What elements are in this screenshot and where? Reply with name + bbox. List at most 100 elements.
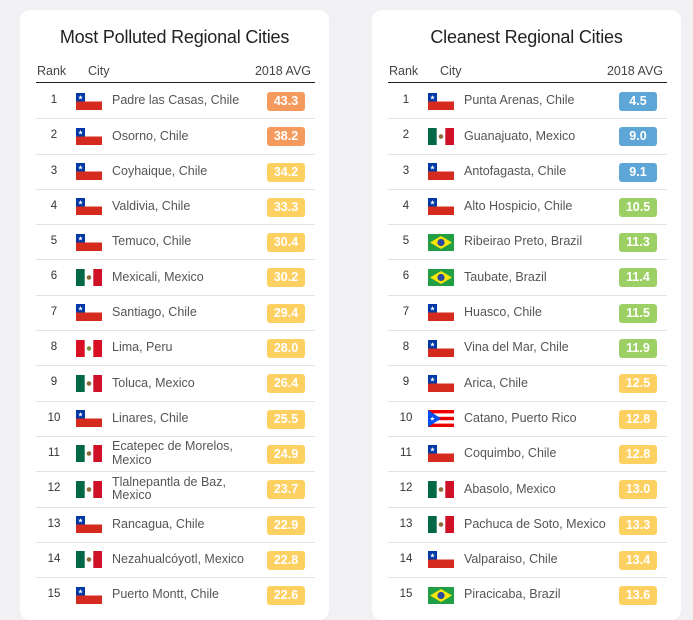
table-header: Rank City 2018 AVG: [36, 62, 315, 83]
chile-flag-icon: [76, 586, 102, 604]
table-row: 13 Rancagua, Chile 22.9: [36, 508, 315, 543]
city-cell: Santiago, Chile: [112, 305, 197, 320]
city-cell: Arica, Chile: [464, 375, 528, 390]
rank-cell: 11: [400, 446, 412, 459]
table-row: 10 Linares, Chile 25.5: [36, 402, 315, 437]
polluted-table-rows: 1 Padre las Casas, Chile 43.3 2 Osorno, Chil…: [36, 84, 315, 612]
chile-flag-icon: [76, 516, 102, 534]
mexico-flag-icon: [76, 445, 102, 463]
aqi-badge: 12.5: [619, 374, 657, 394]
chile-flag-icon: [76, 410, 102, 428]
table-row: 13 Pachuca de Soto, Mexico 13.3: [388, 508, 667, 543]
table-row: 6 Taubate, Brazil 11.4: [388, 260, 667, 296]
peru-flag-icon: [76, 339, 102, 357]
rank-cell: 10: [399, 411, 413, 424]
table-row: 1 Punta Arenas, Chile 4.5: [388, 84, 667, 120]
mexico-flag-icon: [428, 480, 454, 498]
card-title: Cleanest Regional Cities: [430, 27, 623, 47]
rank-cell: 15: [47, 588, 61, 601]
rank-cell: 8: [50, 341, 58, 354]
city-cell: Abasolo, Mexico: [464, 481, 556, 496]
city-cell: Alto Hospicio, Chile: [464, 199, 573, 214]
chile-flag-icon: [428, 304, 454, 322]
mexico-flag-icon: [76, 268, 102, 286]
chile-flag-icon: [76, 198, 102, 216]
city-cell: Guanajuato, Mexico: [464, 128, 576, 143]
aqi-badge: 29.4: [267, 303, 305, 323]
mexico-flag-icon: [428, 127, 454, 145]
puerto-rico-flag-icon: [428, 410, 454, 428]
table-row: 2 Osorno, Chile 38.2: [36, 119, 315, 155]
table-header: Rank City 2018 AVG: [388, 62, 667, 83]
table-row: 3 Antofagasta, Chile 9.1: [388, 155, 667, 190]
city-cell: Pachuca de Soto, Mexico: [464, 516, 606, 531]
city-cell: Punta Arenas, Chile: [464, 93, 575, 108]
city-header: City: [88, 64, 110, 78]
brazil-flag-icon: [428, 268, 454, 286]
table-row: 12 Tlalnepantla de Baz, Mexico 23.7: [36, 472, 315, 508]
aqi-badge: 13.3: [619, 515, 657, 535]
rank-cell: 12: [399, 482, 413, 495]
city-cell: Piracicaba, Brazil: [464, 587, 561, 602]
rank-cell: 4: [50, 199, 58, 212]
table-row: 11 Coquimbo, Chile 12.8: [388, 437, 667, 473]
rank-cell: 14: [47, 552, 61, 565]
city-cell: Temuco, Chile: [112, 234, 192, 249]
aqi-badge: 22.6: [267, 586, 305, 606]
city-cell: Huasco, Chile: [464, 305, 542, 320]
mexico-flag-icon: [76, 480, 102, 498]
chile-flag-icon: [76, 127, 102, 145]
rank-header: Rank: [389, 64, 419, 78]
rank-cell: 3: [402, 164, 410, 177]
table-row: 4 Valdivia, Chile 33.3: [36, 190, 315, 226]
chile-flag-icon: [428, 163, 454, 181]
rank-cell: 11: [48, 446, 60, 459]
rank-cell: 2: [402, 129, 410, 142]
city-cell: Rancagua, Chile: [112, 516, 205, 531]
table-row: 2 Guanajuato, Mexico 9.0: [388, 119, 667, 155]
table-row: 7 Santiago, Chile 29.4: [36, 296, 315, 332]
aqi-badge: 34.2: [267, 162, 305, 182]
table-row: 6 Mexicali, Mexico 30.2: [36, 260, 315, 296]
table-row: 5 Temuco, Chile 30.4: [36, 225, 315, 261]
chile-flag-icon: [428, 198, 454, 216]
aqi-badge: 38.2: [267, 127, 305, 147]
rank-cell: 6: [50, 270, 58, 283]
city-cell: Vina del Mar, Chile: [464, 340, 569, 355]
city-cell: Ribeirao Preto, Brazil: [464, 234, 583, 249]
aqi-badge: 24.9: [267, 444, 305, 464]
avg-header: 2018 AVG: [606, 64, 663, 78]
table-row: 5 Ribeirao Preto, Brazil 11.3: [388, 225, 667, 261]
table-row: 14 Valparaiso, Chile 13.4: [388, 543, 667, 579]
rank-cell: 1: [402, 94, 410, 106]
city-cell: Mexicali, Mexico: [112, 269, 204, 284]
aqi-badge: 12.8: [619, 409, 657, 429]
avg-header: 2018 AVG: [254, 64, 311, 78]
mexico-flag-icon: [428, 516, 454, 534]
brazil-flag-icon: [428, 586, 454, 604]
mexico-flag-icon: [76, 374, 102, 392]
chile-flag-icon: [428, 551, 454, 569]
aqi-badge: 33.3: [267, 197, 305, 217]
cleanest-table-rows: 1 Punta Arenas, Chile 4.5 2 Guanajuato, Mexi…: [388, 84, 667, 612]
aqi-badge: 12.8: [619, 444, 657, 464]
aqi-badge: 22.8: [267, 550, 305, 570]
table-row: 10 Catano, Puerto Rico 12.8: [388, 402, 667, 437]
city-cell: Coyhaique, Chile: [112, 163, 208, 178]
aqi-badge: 28.0: [267, 339, 305, 359]
most-polluted-card: Most Polluted Regional Cities Rank City …: [20, 10, 329, 620]
aqi-badge: 10.5: [619, 197, 657, 217]
chile-flag-icon: [428, 339, 454, 357]
aqi-badge: 13.6: [619, 586, 657, 606]
table-row: 9 Arica, Chile 12.5: [388, 366, 667, 402]
aqi-badge: 25.5: [267, 409, 305, 429]
table-row: 14 Nezahualcóyotl, Mexico 22.8: [36, 543, 315, 579]
chile-flag-icon: [428, 92, 454, 110]
aqi-badge: 26.4: [267, 374, 305, 394]
aqi-badge: 4.5: [619, 92, 657, 111]
aqi-badge: 11.3: [619, 233, 657, 253]
city-cell: Nezahualcóyotl, Mexico: [112, 552, 245, 567]
city-cell: Ecatepec de Morelos, Mexico: [112, 439, 233, 467]
rank-cell: 1: [50, 94, 58, 106]
rank-cell: 7: [50, 305, 58, 318]
